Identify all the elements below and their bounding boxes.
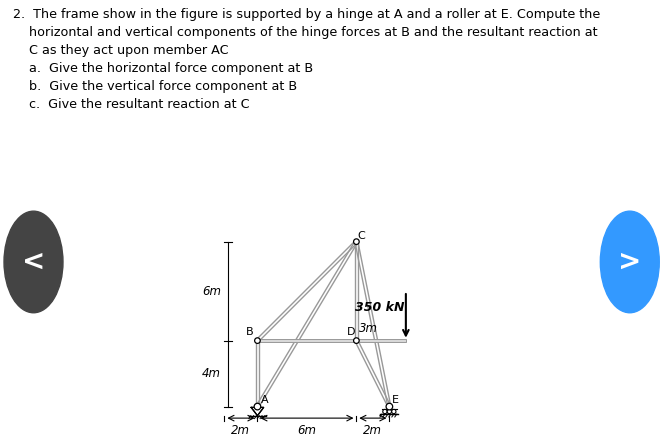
Circle shape [255,338,260,343]
Text: D: D [347,327,356,337]
Text: 3m: 3m [359,322,378,335]
Text: 2m: 2m [363,424,383,437]
Circle shape [354,239,359,245]
Text: >: > [618,248,641,276]
Text: 2.  The frame show in the figure is supported by a hinge at A and a roller at E.: 2. The frame show in the figure is suppo… [13,8,600,111]
Text: 6m: 6m [202,285,221,297]
Circle shape [387,409,391,414]
Text: 4m: 4m [202,367,221,380]
Circle shape [254,403,261,410]
Text: C: C [357,231,365,241]
Polygon shape [251,408,264,416]
Text: 6m: 6m [297,424,316,437]
Text: 350 kN: 350 kN [354,301,404,314]
Text: B: B [246,327,253,337]
Circle shape [392,409,396,414]
Circle shape [386,403,393,410]
Text: <: < [22,248,45,276]
Circle shape [383,409,387,414]
Text: E: E [393,395,399,404]
Text: A: A [261,395,268,404]
Text: 2m: 2m [231,424,251,437]
Circle shape [4,211,63,313]
Bar [257,339,406,342]
Circle shape [354,338,359,343]
Circle shape [600,211,659,313]
